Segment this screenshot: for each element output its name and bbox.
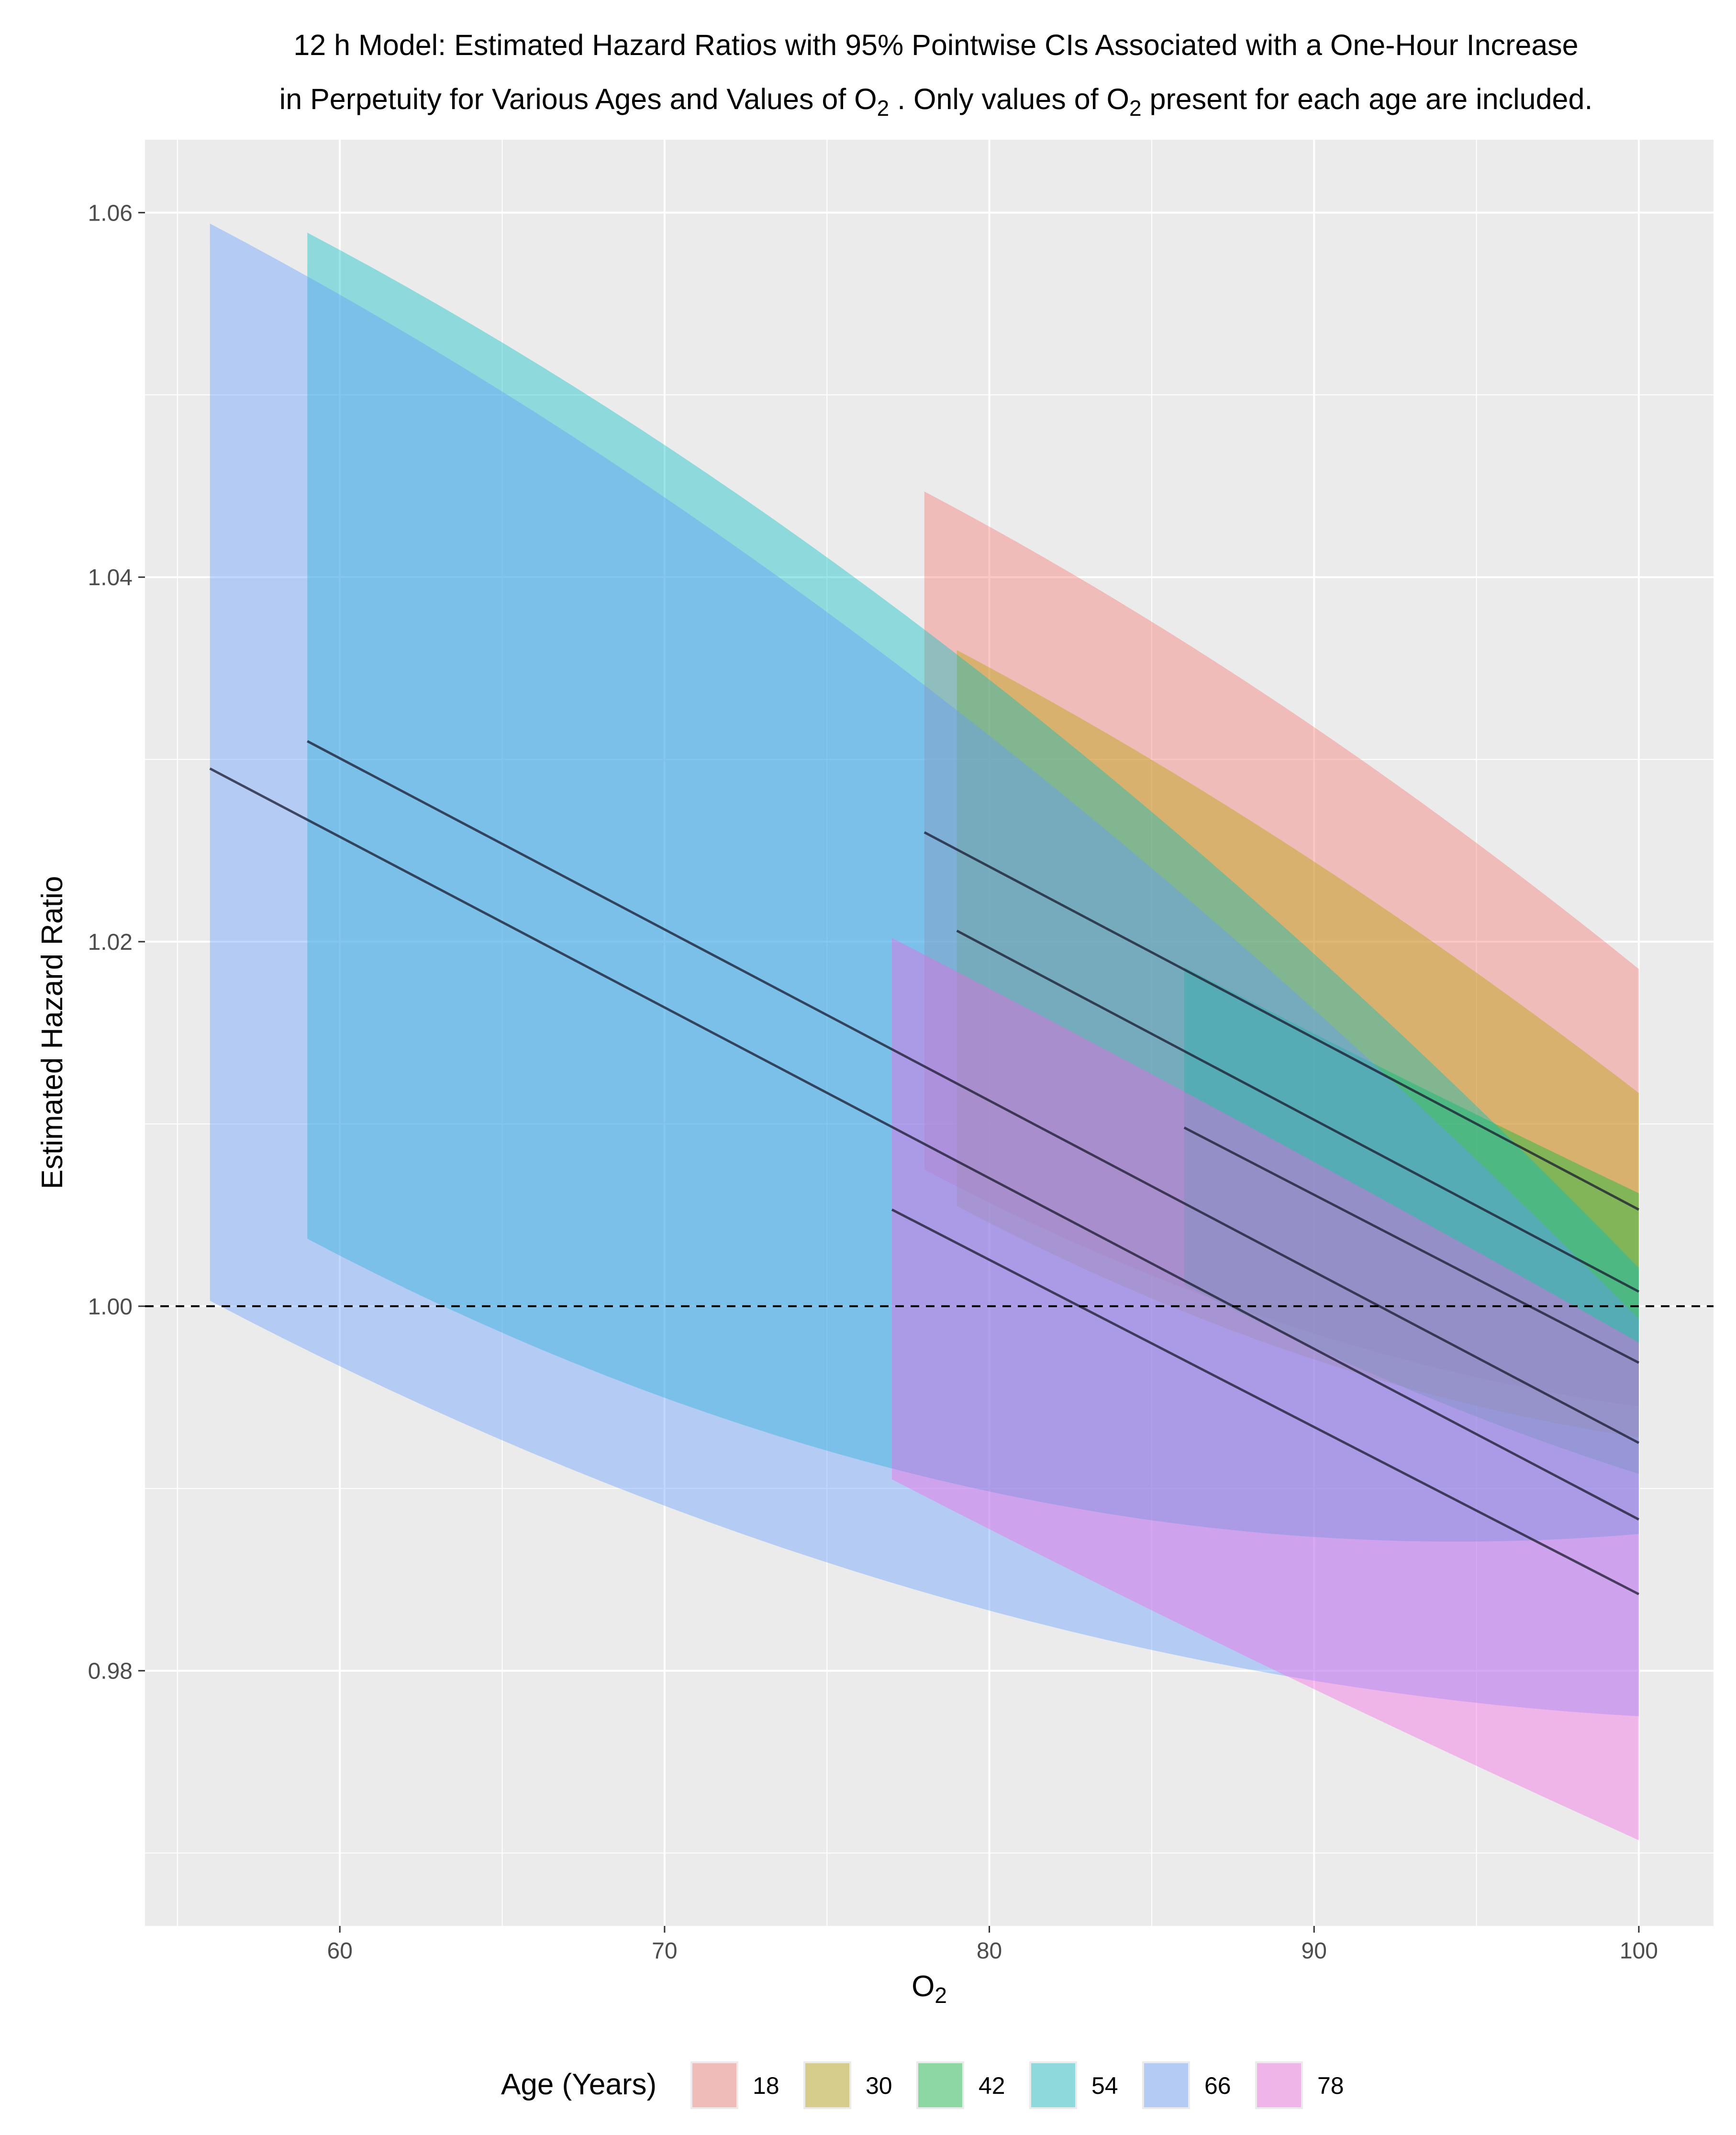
estimate-line-age-42	[1183, 1126, 1640, 1364]
ci-ribbon-age-30	[957, 650, 1639, 1438]
legend-swatch-age-78	[1257, 2063, 1301, 2107]
legend-key-bg	[916, 2061, 964, 2109]
title-part: 2	[877, 96, 890, 121]
legend-key-bg	[1029, 2061, 1077, 2109]
ci-ribbon-age-78	[892, 938, 1639, 1840]
estimate-line-age-30	[956, 929, 1640, 1293]
x-axis-title-main: O	[912, 1970, 935, 2003]
legend-key-bg	[1142, 2061, 1190, 2109]
estimate-lines	[209, 740, 1640, 1595]
legend: Age (Years) 18 30 42 54 66 78	[501, 2061, 1344, 2109]
legend-swatch-age-54	[1031, 2063, 1075, 2107]
y-tick-label: 1.06	[88, 200, 133, 226]
estimate-line-age-78	[891, 1208, 1640, 1595]
legend-label-age-78: 78	[1317, 2072, 1344, 2099]
title-part: . Only values of	[889, 83, 1106, 115]
title-part: 2	[1129, 96, 1142, 121]
ci-ribbon-age-54	[307, 233, 1639, 1542]
estimate-line-age-18	[924, 831, 1640, 1211]
x-axis-title: O2	[912, 1970, 947, 2008]
legend-key-bg	[1255, 2061, 1303, 2109]
y-tick-label: 1.02	[88, 930, 133, 955]
legend-swatch-age-42	[918, 2063, 962, 2107]
legend-label-age-42: 42	[979, 2072, 1005, 2099]
legend-label-age-18: 18	[753, 2072, 779, 2099]
legend-swatch-age-18	[692, 2063, 736, 2107]
major-gridlines	[145, 140, 1714, 1926]
x-tick-label: 90	[1302, 1938, 1327, 1964]
title-part: O	[1107, 83, 1129, 115]
minor-gridlines	[145, 140, 1714, 1926]
plot-panel	[145, 140, 1714, 1926]
y-axis-title: Estimated Hazard Ratio	[36, 876, 69, 1190]
x-tick-label: 80	[977, 1938, 1002, 1964]
legend-label-age-66: 66	[1204, 2072, 1231, 2099]
legend-label-age-54: 54	[1091, 2072, 1118, 2099]
legend-label-age-30: 30	[866, 2072, 892, 2099]
estimate-line-age-54	[307, 740, 1640, 1444]
title-part: in Perpetuity for Various Ages and Value…	[279, 83, 855, 115]
ci-ribbon-age-42	[1184, 967, 1639, 1474]
legend-key-bg	[690, 2061, 738, 2109]
x-axis-title-sub: 2	[935, 1983, 947, 2008]
x-tick-label: 100	[1620, 1938, 1658, 1964]
y-tick-label: 1.00	[88, 1294, 133, 1320]
chart-title-line1: 12 h Model: Estimated Hazard Ratios with…	[293, 29, 1578, 61]
y-tick-label: 0.98	[88, 1659, 133, 1684]
y-tick-label: 1.04	[88, 565, 133, 590]
legend-swatch-age-66	[1144, 2063, 1188, 2107]
ci-ribbon-age-66	[210, 223, 1639, 1716]
legend-title: Age (Years)	[501, 2068, 657, 2101]
chart-title-line2: in Perpetuity for Various Ages and Value…	[279, 83, 1593, 121]
estimate-line-age-66	[209, 767, 1640, 1521]
ci-ribbon-age-18	[924, 491, 1639, 1407]
legend-key-bg	[803, 2061, 851, 2109]
x-tick-label: 70	[652, 1938, 677, 1964]
legend-swatch-age-30	[805, 2063, 849, 2107]
y-axis: 0.98 1.00 1.02 1.04 1.06	[88, 200, 145, 1684]
x-tick-label: 60	[327, 1938, 353, 1964]
ci-ribbons	[210, 223, 1639, 1840]
title-part: present for each age are included.	[1142, 83, 1593, 115]
x-axis: 60 70 80 90 100	[327, 1926, 1658, 1964]
title-part: O	[854, 83, 877, 115]
